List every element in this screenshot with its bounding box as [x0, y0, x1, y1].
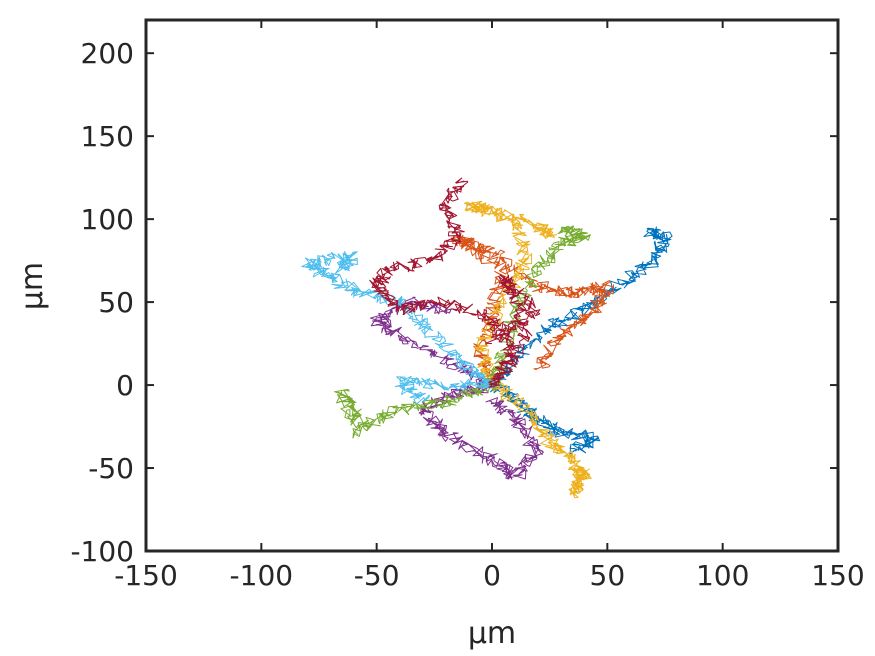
trajectory-12 — [369, 177, 521, 388]
x-tick-label: 0 — [483, 559, 501, 592]
x-tick-label: -100 — [230, 559, 294, 592]
x-tick-label: 50 — [590, 559, 626, 592]
y-tick-label: -50 — [88, 452, 134, 485]
x-tick-label: -150 — [114, 559, 178, 592]
x-tick-label: 100 — [696, 559, 749, 592]
y-tick-label: 0 — [116, 369, 134, 402]
trajectory-5 — [485, 381, 592, 499]
trajectory-8 — [487, 225, 591, 391]
y-tick-label: 150 — [81, 120, 134, 153]
trajectory-9 — [334, 379, 497, 439]
plot-frame — [144, 18, 840, 553]
x-tick-label: 150 — [811, 559, 864, 592]
plot-background — [146, 20, 838, 551]
trajectory-6 — [418, 379, 544, 480]
trajectory-1 — [487, 226, 673, 388]
trajectory-2 — [487, 383, 601, 456]
trajectory-11 — [394, 375, 498, 405]
y-tick-label: -100 — [70, 535, 134, 568]
trajectory-3 — [451, 234, 615, 388]
series-layer — [301, 177, 673, 499]
trajectory-13 — [485, 274, 541, 386]
y-tick-label: 50 — [98, 286, 134, 319]
y-tick-label: 100 — [81, 203, 134, 236]
x-axis-label: μm — [468, 616, 516, 651]
trajectory-4 — [463, 200, 558, 387]
trajectory-10 — [301, 251, 498, 389]
y-tick-label: 200 — [81, 37, 134, 70]
y-axis-label: μm — [15, 262, 50, 310]
x-tick-label: -50 — [354, 559, 400, 592]
